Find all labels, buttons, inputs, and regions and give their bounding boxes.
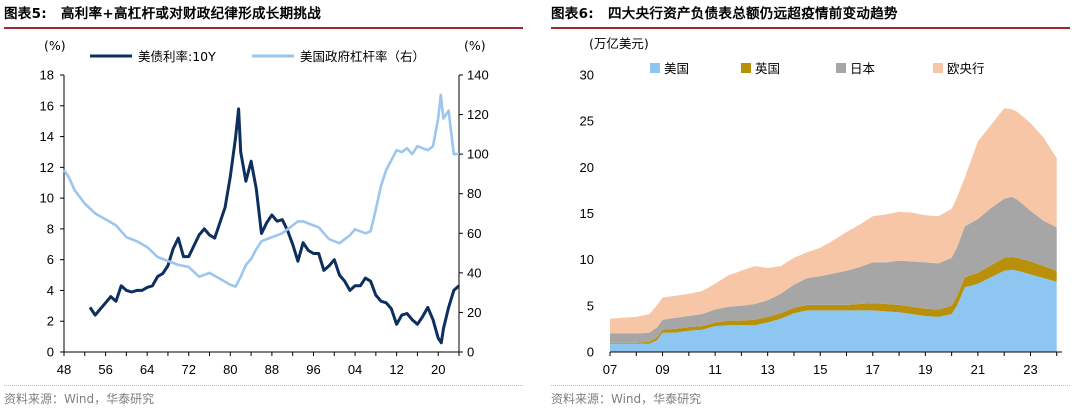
y-tick-label: 30 [580, 68, 594, 83]
x-tick-label: 56 [98, 362, 112, 377]
legend-swatch [741, 63, 751, 73]
legend-swatch [836, 63, 846, 73]
right-axis-unit: (%) [464, 38, 486, 53]
y-left-tick-label: 10 [40, 191, 54, 206]
left-chart-panel: 图表5: 高利率+高杠杆或对财政纪律形成长期挑战 0 2 4 6 8 10 12 14 16 18 0… [0, 0, 533, 411]
y-left-tick-label: 12 [40, 160, 54, 175]
x-tick-label: 13 [760, 362, 774, 377]
y-tick-label: 20 [580, 160, 594, 175]
x-tick-label: 12 [389, 362, 403, 377]
y-left-tick-label: 0 [47, 345, 54, 360]
right-area-chart: 0 5 10 15 20 25 30 07 09 11 13 15 17 19 21 23 (万亿美元) 美国 英国… [580, 36, 1062, 377]
x-tick-label: 04 [348, 362, 362, 377]
x-tick-label: 72 [182, 362, 196, 377]
y-left-tick-label: 4 [47, 283, 54, 298]
y-right-tick-label: 0 [467, 345, 474, 360]
left-axis-unit: (%) [44, 38, 66, 53]
right-figure-number: 图表6: [551, 6, 594, 22]
right-chart-title-bar: 图表6: 四大央行资产负债表总额仍远超疫情前变动趋势 [551, 3, 1070, 29]
y-left-tick-label: 14 [40, 129, 54, 144]
y-axis-unit: (万亿美元) [589, 36, 649, 51]
y-tick-label: 25 [580, 114, 594, 129]
x-tick-label: 07 [603, 362, 617, 377]
y-right-tick-label: 40 [467, 265, 481, 280]
x-tick-label: 80 [223, 362, 237, 377]
right-source-divider [551, 385, 1070, 386]
y-right-tick-label: 80 [467, 186, 481, 201]
y-right-tick-label: 120 [467, 107, 489, 122]
y-left-tick-label: 6 [47, 252, 54, 267]
x-tick-label: 96 [306, 362, 320, 377]
legend-label: 欧央行 [947, 61, 985, 76]
legend-swatch [933, 63, 943, 73]
left-line-chart: 0 2 4 6 8 10 12 14 16 18 0 20 40 60 80 100 120 140 48 56 64 7… [40, 38, 489, 377]
x-tick-label: 15 [813, 362, 827, 377]
x-tick-label: 11 [708, 362, 722, 377]
x-tick-label: 88 [265, 362, 279, 377]
left-figure-number: 图表5: [4, 6, 47, 22]
area-ecb [610, 108, 1057, 334]
left-chart-title-bar: 图表5: 高利率+高杠杆或对财政纪律形成长期挑战 [4, 3, 523, 29]
y-right-tick-label: 100 [467, 147, 489, 162]
left-source-divider [4, 385, 523, 386]
y-left-tick-label: 18 [40, 68, 54, 83]
area-uk-boe [610, 256, 1057, 344]
legend-label: 英国 [755, 61, 780, 76]
area-japan-boj [610, 196, 1057, 343]
area-us-fed [610, 269, 1057, 352]
y-left-tick-label: 2 [47, 314, 54, 329]
legend-swatch [650, 63, 660, 73]
x-tick-label: 23 [1023, 362, 1037, 377]
x-tick-label: 64 [140, 362, 154, 377]
legend-label: 日本 [850, 61, 876, 76]
legend-label: 美国 [664, 61, 689, 76]
left-chart-source: 资料来源：Wind，华泰研究 [4, 392, 155, 406]
y-tick-label: 10 [580, 252, 594, 267]
y-right-tick-label: 60 [467, 226, 481, 241]
left-chart-title: 高利率+高杠杆或对财政纪律形成长期挑战 [61, 6, 322, 22]
y-left-tick-label: 16 [40, 98, 54, 113]
y-tick-label: 5 [587, 298, 594, 313]
legend-label: 美国政府杠杆率（右） [300, 49, 425, 64]
legend-label: 美债利率:10Y [138, 49, 216, 64]
x-tick-label: 19 [918, 362, 932, 377]
x-tick-label: 09 [655, 362, 669, 377]
x-tick-label: 20 [431, 362, 445, 377]
right-chart-panel: 图表6: 四大央行资产负债表总额仍远超疫情前变动趋势 0 5 10 15 20 25 30 07… [547, 0, 1080, 411]
right-chart-title: 四大央行资产负债表总额仍远超疫情前变动趋势 [608, 6, 898, 22]
us-10y-yield-line [88, 107, 460, 345]
y-tick-label: 0 [587, 345, 594, 360]
x-tick-label: 21 [971, 362, 985, 377]
y-left-tick-label: 8 [47, 221, 54, 236]
us-gov-leverage-line [62, 93, 459, 289]
right-chart-source: 资料来源：Wind，华泰研究 [551, 392, 702, 406]
x-tick-label: 17 [866, 362, 880, 377]
y-right-tick-label: 20 [467, 305, 481, 320]
y-tick-label: 15 [580, 206, 594, 221]
y-right-tick-label: 140 [467, 68, 489, 83]
x-tick-label: 48 [57, 362, 71, 377]
